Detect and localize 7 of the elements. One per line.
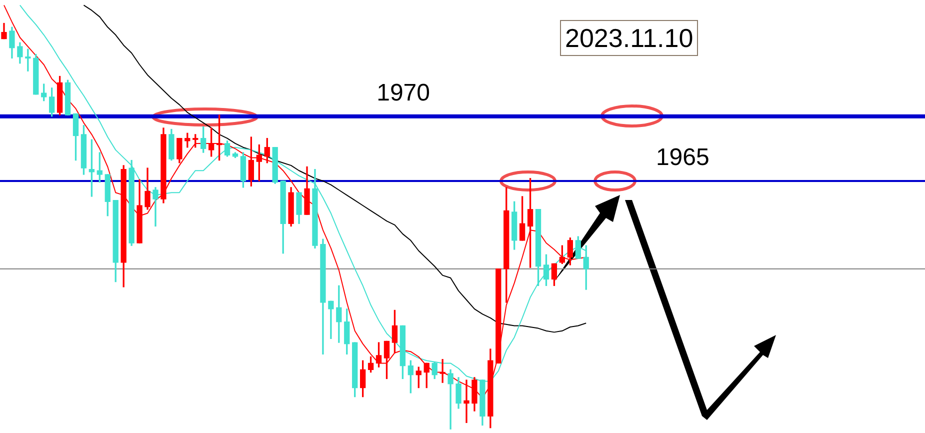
candlestick [448, 369, 454, 430]
candlestick [440, 358, 446, 383]
candlestick [152, 187, 158, 227]
text: 2023.11.10 [560, 20, 698, 56]
ref-line-label: 1970 [376, 79, 430, 106]
ref-line-label: 1965 [656, 144, 710, 171]
candlestick [328, 300, 334, 339]
